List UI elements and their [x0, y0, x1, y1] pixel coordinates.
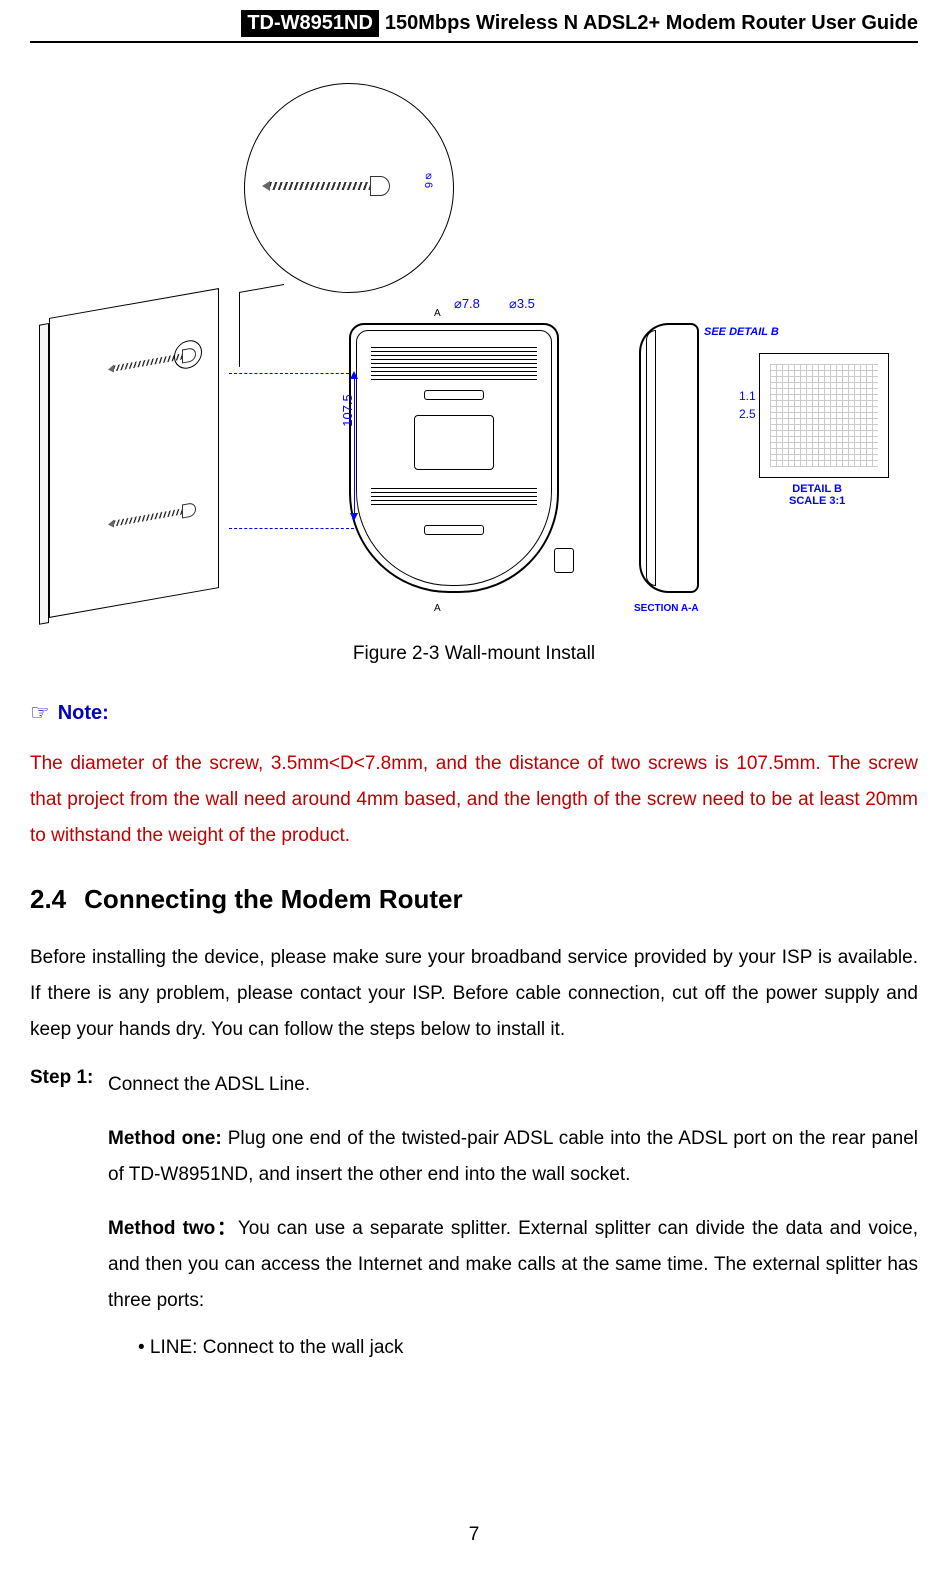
section-title: Connecting the Modem Router	[84, 884, 462, 914]
screw-detail-circle: ⌀6	[244, 83, 454, 293]
method1-text: Plug one end of the twisted-pair ADSL ca…	[108, 1128, 918, 1185]
dim-35: ⌀3.5	[509, 296, 535, 312]
letter-a-top: A	[434, 308, 441, 319]
dim-1075: 107.5	[340, 394, 355, 427]
page-header: TD-W8951ND 150Mbps Wireless N ADSL2+ Mod…	[30, 0, 918, 37]
dim-phi6: ⌀6	[422, 169, 435, 188]
note-header: ☞ Note:	[30, 700, 918, 726]
header-title: 150Mbps Wireless N ADSL2+ Modem Router U…	[385, 12, 918, 35]
section-number: 2.4	[30, 884, 66, 915]
page-number: 7	[469, 1524, 480, 1546]
note-label: Note:	[58, 702, 109, 725]
dim-78: ⌀7.8	[454, 296, 480, 312]
leader-line	[239, 284, 284, 367]
dim-arrow-up	[350, 371, 358, 379]
see-detail-b: SEE DETAIL B	[704, 326, 779, 338]
dim-25: 2.5	[739, 407, 756, 421]
method-one: Method one: Plug one end of the twisted-…	[30, 1121, 918, 1193]
section-heading: 2.4 Connecting the Modem Router	[30, 884, 918, 915]
step-1-text: Connect the ADSL Line.	[108, 1074, 310, 1095]
letter-a-bottom: A	[434, 603, 441, 614]
dash-line-top	[229, 373, 354, 374]
header-divider	[30, 41, 918, 43]
figure-wall-mount: ⌀6 A A ⌀7.8	[59, 63, 889, 623]
dim-arrow-down	[350, 513, 358, 521]
method-two: Method two：You can use a separate splitt…	[30, 1211, 918, 1319]
detail-b-label: DETAIL B SCALE 3:1	[789, 483, 845, 507]
section-label: SECTION A-A	[634, 603, 699, 614]
bullet-line: • LINE: Connect to the wall jack	[30, 1337, 918, 1359]
dash-line-bottom	[229, 528, 354, 529]
detail-b-box	[759, 353, 889, 478]
dim-line-vertical	[354, 376, 355, 518]
section-intro: Before installing the device, please mak…	[30, 940, 918, 1048]
method2-label: Method two：	[108, 1218, 238, 1239]
note-text: The diameter of the screw, 3.5mm<D<7.8mm…	[30, 746, 918, 854]
method1-label: Method one:	[108, 1128, 222, 1149]
model-badge: TD-W8951ND	[241, 10, 379, 37]
hand-icon: ☞	[30, 700, 50, 726]
wall-plate	[29, 284, 239, 641]
router-top-view	[349, 313, 559, 603]
dim-11: 1.1	[739, 389, 756, 403]
step-1-label: Step 1:	[30, 1067, 108, 1103]
router-side-view	[639, 323, 699, 593]
figure-caption: Figure 2-3 Wall-mount Install	[30, 643, 918, 665]
step-1: Step 1: Connect the ADSL Line.	[30, 1067, 918, 1103]
